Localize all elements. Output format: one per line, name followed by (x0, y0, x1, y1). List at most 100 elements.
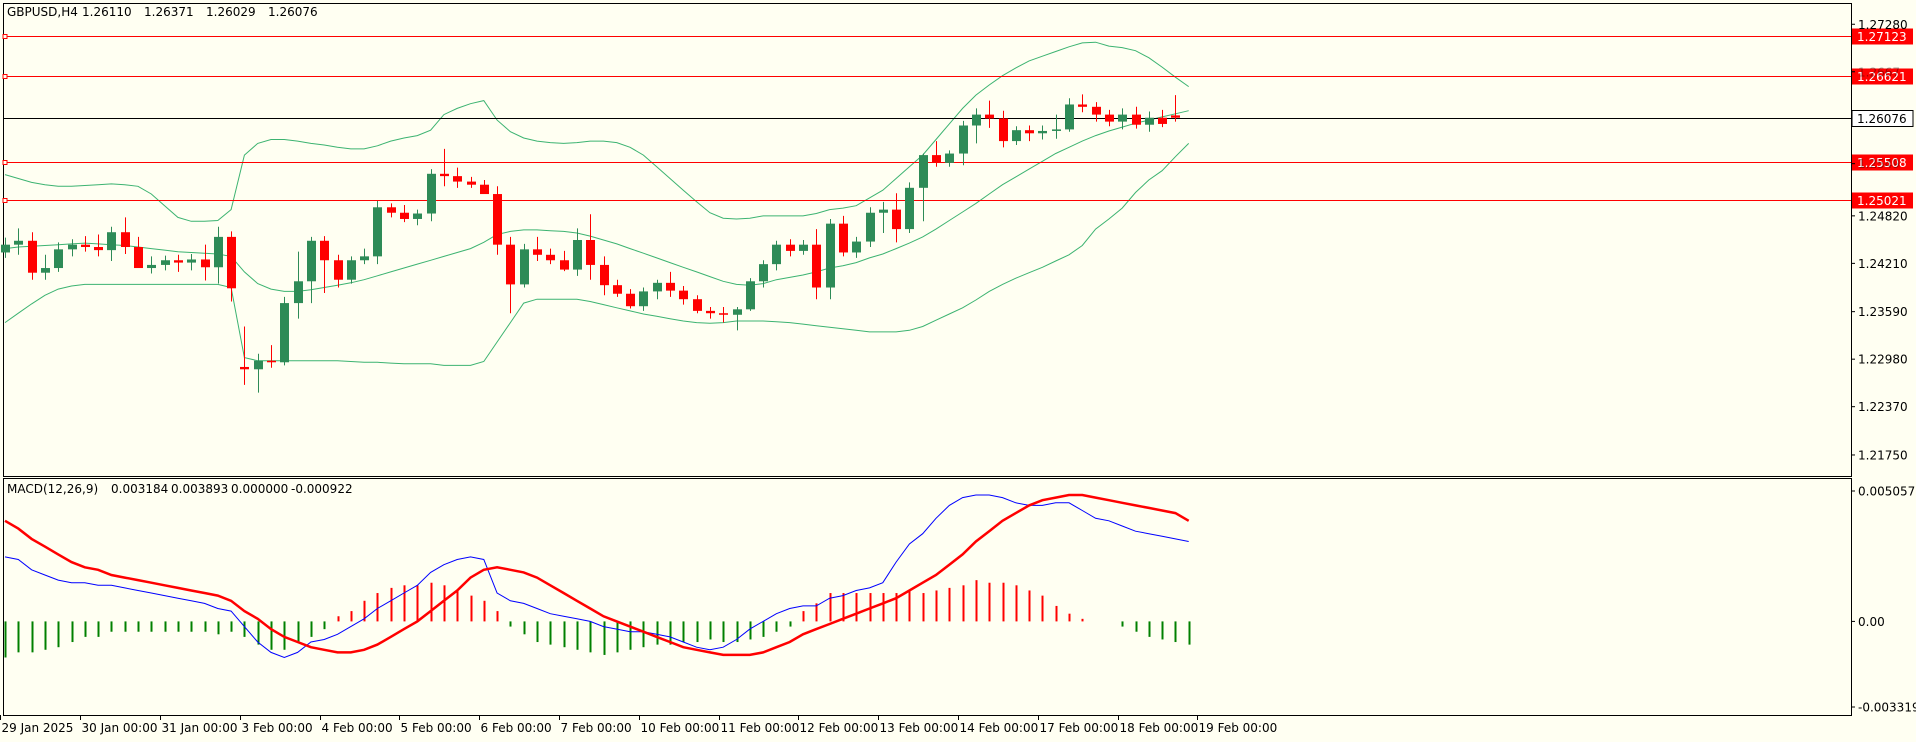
candle-down (400, 212, 409, 219)
candle-up (280, 303, 289, 363)
macd-indicator: 0.005057 0.00 -0.003319 (4, 485, 1916, 715)
macd-tick-label: -0.003319 (1858, 701, 1916, 715)
date-tick-label: 11 Feb 00:00 (721, 721, 800, 735)
level-price-label: 1.26621 (1857, 70, 1907, 84)
date-tick-label: 29 Jan 2025 (2, 721, 74, 735)
candle-up (879, 209, 888, 213)
candle-up (959, 125, 968, 154)
candle-down (334, 260, 343, 280)
candle-down (706, 310, 715, 314)
candle-down (600, 264, 609, 286)
candle-down (533, 249, 542, 255)
candle-down (121, 232, 130, 248)
candle-up (347, 260, 356, 280)
macd-value-4: -0.000922 (291, 482, 353, 496)
candle-down (227, 236, 236, 289)
price-tick-label: 1.22980 (1858, 353, 1908, 367)
candle-down (267, 360, 276, 363)
candle-up (972, 114, 981, 126)
candle-up (214, 236, 223, 268)
macd-panel[interactable] (3, 478, 1852, 716)
candle-down (506, 244, 515, 285)
candle-up (107, 232, 116, 251)
price-panel[interactable] (3, 3, 1852, 477)
candle-up (772, 244, 781, 265)
candle-up (1065, 104, 1074, 130)
candle-up (68, 244, 77, 250)
candle-down (1158, 117, 1167, 124)
candle-up (1052, 129, 1061, 131)
level-price-tag (1852, 28, 1913, 45)
date-tick-label: 12 Feb 00:00 (800, 721, 879, 735)
price-axis: 1.27280 1.2667 1.2549 1.24820 1.24210 1.23590… (1851, 18, 1908, 462)
candles (1, 94, 1180, 393)
macd-tick-label: 0.00 (1858, 615, 1885, 629)
current-price-label: 1.26076 (1857, 112, 1907, 126)
candle-up (1038, 130, 1047, 134)
level-handle[interactable] (2, 34, 8, 39)
bollinger-upper-line (4, 41, 1189, 222)
candle-up (413, 213, 422, 219)
price-tick-label: 1.22370 (1858, 400, 1908, 414)
candle-up (1145, 117, 1154, 125)
macd-value-1: 0.003184 (111, 482, 168, 496)
bollinger-bands (4, 41, 1190, 366)
candle-up (905, 187, 914, 230)
date-tick-label: 7 Feb 00:00 (561, 721, 632, 735)
symbol-title: GBPUSD,H4 (7, 5, 78, 19)
price-tick-label: 1.27280 (1858, 18, 1908, 32)
price-tick-label: 1.23590 (1858, 305, 1908, 319)
level-price-label: 1.25508 (1857, 156, 1907, 170)
candle-down (719, 313, 728, 315)
date-tick-label: 3 Feb 00:00 (242, 721, 313, 735)
candle-up (520, 249, 529, 285)
candle-down (839, 223, 848, 253)
candle-down (679, 290, 688, 300)
candle-down (985, 114, 994, 119)
candle-down (94, 247, 103, 251)
candle-down (626, 293, 635, 307)
current-price-tag (1851, 110, 1914, 127)
candle-down (174, 260, 183, 263)
candle-up (1, 244, 10, 253)
candle-up (733, 309, 742, 315)
candle-up (147, 264, 156, 269)
candle-down (320, 240, 329, 261)
level-price-label: 1.27123 (1857, 30, 1907, 44)
candle-down (493, 194, 502, 245)
candle-down (586, 240, 595, 265)
candle-up (14, 240, 23, 245)
candle-up (799, 244, 808, 251)
candle-down (81, 244, 90, 248)
candle-down (440, 173, 449, 177)
horizontal-levels[interactable]: 1.27123 1.26621 1.25508 1.25021 1.26076 (2, 28, 1914, 209)
candle-down (1171, 115, 1180, 118)
candle-up (41, 268, 50, 273)
candle-down (480, 184, 489, 195)
date-tick-label: 18 Feb 00:00 (1120, 721, 1199, 735)
candle-up (54, 249, 63, 269)
candle-down (387, 207, 396, 213)
level-handle[interactable] (2, 198, 8, 203)
level-price-tag (1852, 192, 1913, 209)
candle-down (240, 366, 249, 370)
candle-up (653, 282, 662, 292)
level-handle[interactable] (2, 160, 8, 165)
price-tick-label: 1.24820 (1858, 209, 1908, 223)
candle-down (1092, 106, 1101, 115)
level-handle[interactable] (2, 74, 8, 79)
price-tick-label: 1.2549 (1858, 157, 1900, 171)
candle-up (852, 241, 861, 253)
candle-up (360, 256, 369, 261)
date-tick-label: 5 Feb 00:00 (401, 721, 472, 735)
level-price-tag (1852, 68, 1913, 85)
candle-down (693, 299, 702, 311)
date-tick-label: 4 Feb 00:00 (322, 721, 393, 735)
candle-up (161, 260, 170, 265)
candle-down (613, 285, 622, 294)
price-tick-label: 1.24210 (1858, 257, 1908, 271)
price-tick-label: 1.2667 (1858, 65, 1900, 79)
price-tick-label: 1.21750 (1858, 448, 1908, 462)
